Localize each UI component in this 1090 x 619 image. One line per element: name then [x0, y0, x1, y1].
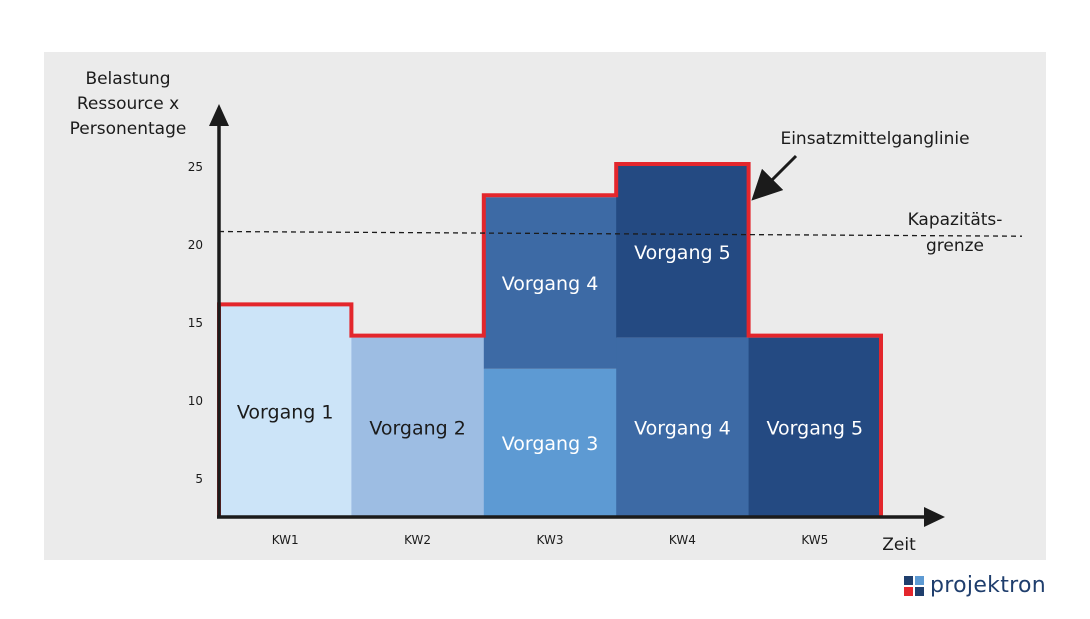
x-tick-label: KW5	[801, 533, 828, 547]
load-line-label: Einsatzmittelganglinie	[780, 129, 969, 149]
x-tick-label: KW4	[669, 533, 696, 547]
segment-label: Vorgang 5	[634, 242, 731, 264]
y-axis-title-line: Belastung	[85, 69, 170, 89]
stacked-segments	[219, 166, 882, 517]
segment-kw3-vorgang-4	[483, 197, 617, 369]
x-tick-label: KW2	[404, 533, 431, 547]
y-axis-arrow	[209, 104, 229, 126]
x-axis-title: Zeit	[882, 535, 916, 555]
y-tick-label: 25	[188, 160, 203, 174]
brand-name: projektron	[930, 573, 1046, 598]
capacity-label-line: Kapazitäts-	[908, 210, 1003, 230]
projektron-logo-icon	[904, 575, 925, 596]
brand-logo: projektron	[904, 573, 1046, 598]
segment-kw5-vorgang-5	[748, 337, 882, 517]
y-axis-title-line: Ressource x	[77, 94, 179, 114]
y-axis-title-line: Personentage	[70, 119, 187, 139]
load-line-pointer-arrow	[751, 154, 798, 201]
segment-label: Vorgang 5	[767, 417, 864, 439]
segment-label: Vorgang 3	[502, 433, 599, 455]
segment-kw2-vorgang-2	[351, 337, 485, 517]
x-tick-labels: KW1 KW2 KW3 KW4 KW5	[272, 533, 829, 547]
x-tick-label: KW3	[537, 533, 564, 547]
y-tick-labels: 5 10 15 20 25	[188, 160, 203, 486]
x-tick-label: KW1	[272, 533, 299, 547]
load-line	[217, 162, 883, 517]
segment-kw1-vorgang-1	[219, 306, 352, 517]
segment-kw4-vorgang-4	[616, 337, 750, 517]
y-tick-label: 20	[188, 238, 203, 252]
capacity-label-line: grenze	[926, 236, 984, 256]
segment-label: Vorgang 1	[237, 402, 334, 424]
y-tick-label: 10	[188, 394, 203, 408]
segment-kw4-vorgang-5	[616, 166, 750, 338]
capacity-line	[218, 230, 1023, 237]
y-axis-title: Belastung Ressource x Personentage	[70, 69, 187, 139]
segment-labels: Vorgang 1 Vorgang 2 Vorgang 3 Vorgang 4 Vorg…	[237, 242, 863, 455]
segment-label: Vorgang 2	[369, 417, 466, 439]
y-tick-label: 5	[195, 472, 203, 486]
segment-kw3-vorgang-3	[483, 368, 617, 517]
capacity-label: Kapazitäts-grenze	[908, 210, 1003, 256]
segment-label: Vorgang 4	[502, 273, 599, 295]
axes	[209, 104, 945, 527]
y-tick-label: 15	[188, 316, 203, 330]
segment-label: Vorgang 4	[634, 417, 731, 439]
x-axis-arrow	[924, 507, 945, 527]
